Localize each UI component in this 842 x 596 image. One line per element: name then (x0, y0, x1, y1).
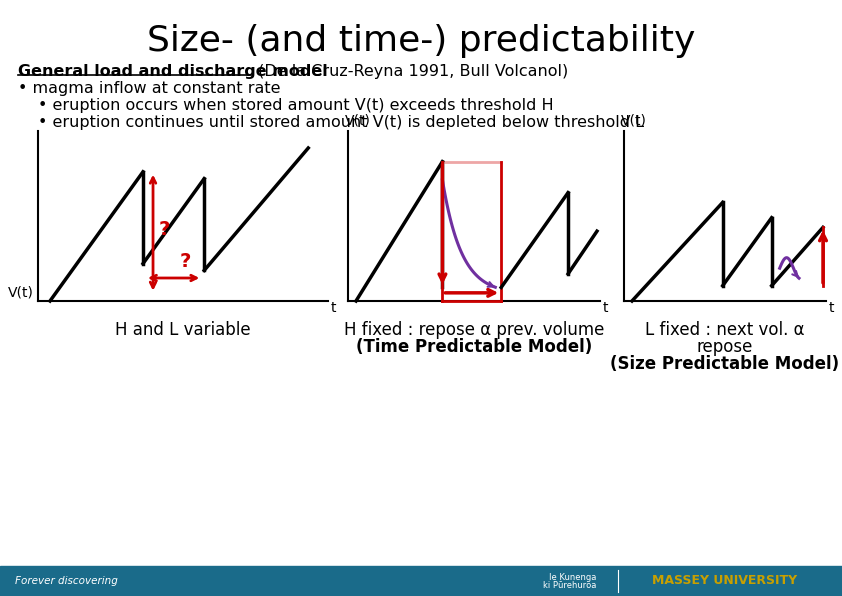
Text: repose: repose (697, 338, 754, 356)
Text: • eruption occurs when stored amount V(t) exceeds threshold H: • eruption occurs when stored amount V(t… (38, 98, 554, 113)
Text: Ie Kunenga: Ie Kunenga (549, 573, 596, 582)
Text: t: t (603, 301, 609, 315)
Text: V(t): V(t) (621, 114, 647, 128)
Text: Size- (and time-) predictability: Size- (and time-) predictability (147, 24, 695, 58)
Bar (0, 566, 842, 596)
Text: ki Pūrehuroa: ki Pūrehuroa (542, 582, 596, 591)
Text: H fixed : repose α prev. volume: H fixed : repose α prev. volume (344, 321, 605, 339)
Text: • eruption continues until stored amount V(t) is depleted below threshold L: • eruption continues until stored amount… (38, 115, 644, 130)
Text: V(t): V(t) (8, 285, 34, 299)
Text: L fixed : next vol. α: L fixed : next vol. α (645, 321, 805, 339)
Text: ?: ? (159, 221, 170, 240)
Text: ?: ? (179, 252, 191, 271)
Text: (Time Predictable Model): (Time Predictable Model) (356, 338, 592, 356)
Text: H and L variable: H and L variable (115, 321, 251, 339)
Text: V(t): V(t) (345, 114, 370, 128)
Text: t: t (331, 301, 337, 315)
Text: MASSEY UNIVERSITY: MASSEY UNIVERSITY (653, 575, 797, 588)
Text: (De la Cruz-Reyna 1991, Bull Volcanol): (De la Cruz-Reyna 1991, Bull Volcanol) (253, 64, 568, 79)
Text: t: t (829, 301, 834, 315)
Text: (Size Predictable Model): (Size Predictable Model) (610, 355, 839, 373)
Text: Forever discovering: Forever discovering (15, 576, 118, 586)
Text: • magma inflow at constant rate: • magma inflow at constant rate (18, 81, 280, 96)
Text: General load and discharge model: General load and discharge model (18, 64, 328, 79)
